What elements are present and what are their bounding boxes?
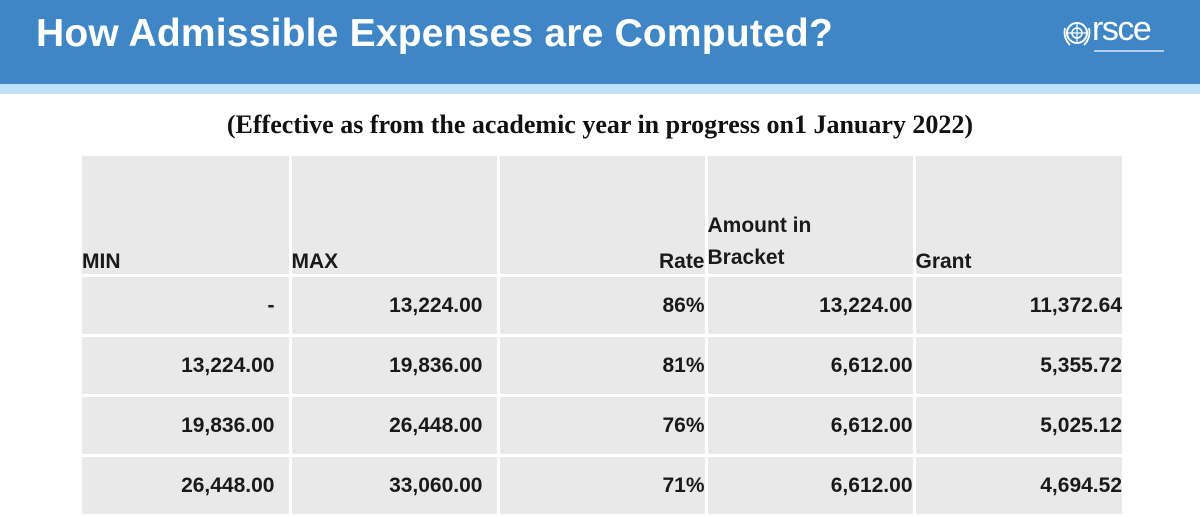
logo-tagline xyxy=(1094,50,1164,52)
table-row: - 13,224.00 86% 13,224.00 11,372.64 xyxy=(82,275,1122,337)
cell-min: 19,836.00 xyxy=(82,395,292,457)
header-grant: Grant xyxy=(914,156,1122,277)
header-min: MIN xyxy=(82,156,292,277)
cell-grant: 5,025.12 xyxy=(914,395,1122,457)
cell-grant: 11,372.64 xyxy=(914,275,1122,337)
header-max: MAX xyxy=(290,156,500,277)
cell-amount: 6,612.00 xyxy=(706,335,916,397)
effective-date-subtitle: (Effective as from the academic year in … xyxy=(226,110,974,139)
cell-min: 13,224.00 xyxy=(82,335,292,397)
cell-min: 26,448.00 xyxy=(82,455,292,517)
header-rate: Rate xyxy=(498,156,708,277)
header-amount-in-bracket: Amount in Bracket xyxy=(706,156,916,277)
slide-title: How Admissible Expenses are Computed? xyxy=(36,12,833,55)
table-header-row: MIN MAX Rate Amount in Bracket Grant xyxy=(82,156,1122,277)
cell-grant: 5,355.72 xyxy=(914,335,1122,397)
header-divider xyxy=(0,84,1200,94)
slide-header: How Admissible Expenses are Computed? rs… xyxy=(0,0,1200,84)
expenses-table: MIN MAX Rate Amount in Bracket Grant - 13… xyxy=(82,156,1122,517)
cell-rate: 76% xyxy=(498,395,708,457)
cell-max: 26,448.00 xyxy=(290,395,500,457)
cell-grant: 4,694.52 xyxy=(914,455,1122,517)
un-emblem-icon xyxy=(1063,22,1091,46)
rsce-logo: rsce xyxy=(1062,10,1172,56)
cell-max: 13,224.00 xyxy=(290,275,500,337)
logo-text: rsce xyxy=(1092,10,1152,48)
cell-max: 33,060.00 xyxy=(290,455,500,517)
cell-amount: 13,224.00 xyxy=(706,275,916,337)
cell-min: - xyxy=(82,275,292,337)
cell-amount: 6,612.00 xyxy=(706,395,916,457)
cell-rate: 81% xyxy=(498,335,708,397)
table-row: 13,224.00 19,836.00 81% 6,612.00 5,355.7… xyxy=(82,335,1122,397)
table-row: 19,836.00 26,448.00 76% 6,612.00 5,025.1… xyxy=(82,395,1122,457)
cell-max: 19,836.00 xyxy=(290,335,500,397)
header-amount-line2: Bracket xyxy=(707,246,785,269)
cell-amount: 6,612.00 xyxy=(706,455,916,517)
table-row: 26,448.00 33,060.00 71% 6,612.00 4,694.5… xyxy=(82,455,1122,517)
header-amount-line1: Amount in xyxy=(707,214,812,237)
cell-rate: 86% xyxy=(498,275,708,337)
cell-rate: 71% xyxy=(498,455,708,517)
